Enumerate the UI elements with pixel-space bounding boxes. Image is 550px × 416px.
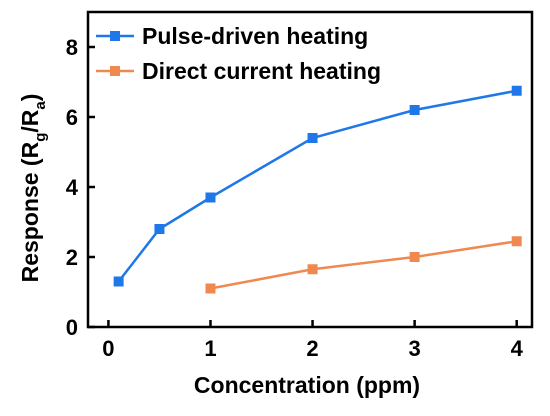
legend-marker-2 — [110, 66, 120, 76]
series-1-point — [113, 276, 124, 287]
series-1-point — [511, 85, 522, 96]
y-axis-title-main: Response (R — [17, 141, 43, 282]
series-line-1 — [117, 89, 517, 283]
legend: Pulse-driven heating Direct current heati… — [96, 23, 381, 84]
plot-frame — [86, 10, 534, 329]
series-2-point — [409, 252, 420, 262]
x-tick-label: 2 — [306, 336, 318, 361]
y-tick-label: 2 — [66, 245, 78, 270]
series-2-point — [511, 236, 522, 247]
x-axis-title: Concentration (ppm) — [194, 372, 420, 398]
y-axis-title-sub-a: a — [32, 101, 49, 110]
series-1-point — [205, 192, 216, 203]
y-tick-label: 0 — [66, 315, 78, 340]
series-2-point — [205, 283, 216, 294]
series-line-2 — [210, 240, 517, 290]
legend-label-2: Direct current heating — [142, 58, 381, 84]
series-1-point — [154, 224, 165, 234]
x-tick-label: 0 — [102, 336, 114, 361]
series-1-point — [409, 105, 420, 115]
series-1-point — [307, 133, 318, 143]
series-layer — [113, 85, 522, 294]
x-tick-label: 1 — [204, 336, 216, 361]
legend-marker-1 — [110, 31, 120, 41]
series-2-point — [307, 264, 318, 275]
y-tick-label: 4 — [66, 175, 79, 200]
y-axis-title-end: ) — [17, 94, 43, 102]
y-axis-title-mid: /R — [17, 109, 43, 132]
y-tick-label: 6 — [66, 105, 78, 130]
y-axis-title-sub-g: g — [32, 133, 49, 142]
axes-layer: 0 1 2 3 4 0 2 4 6 8 — [66, 10, 534, 361]
x-tick-label: 4 — [511, 336, 524, 361]
legend-label-1: Pulse-driven heating — [142, 23, 368, 49]
x-tick-label: 3 — [408, 336, 420, 361]
y-axis-title: Response (Rg/Ra) — [17, 94, 49, 283]
y-tick-label: 8 — [66, 35, 78, 60]
